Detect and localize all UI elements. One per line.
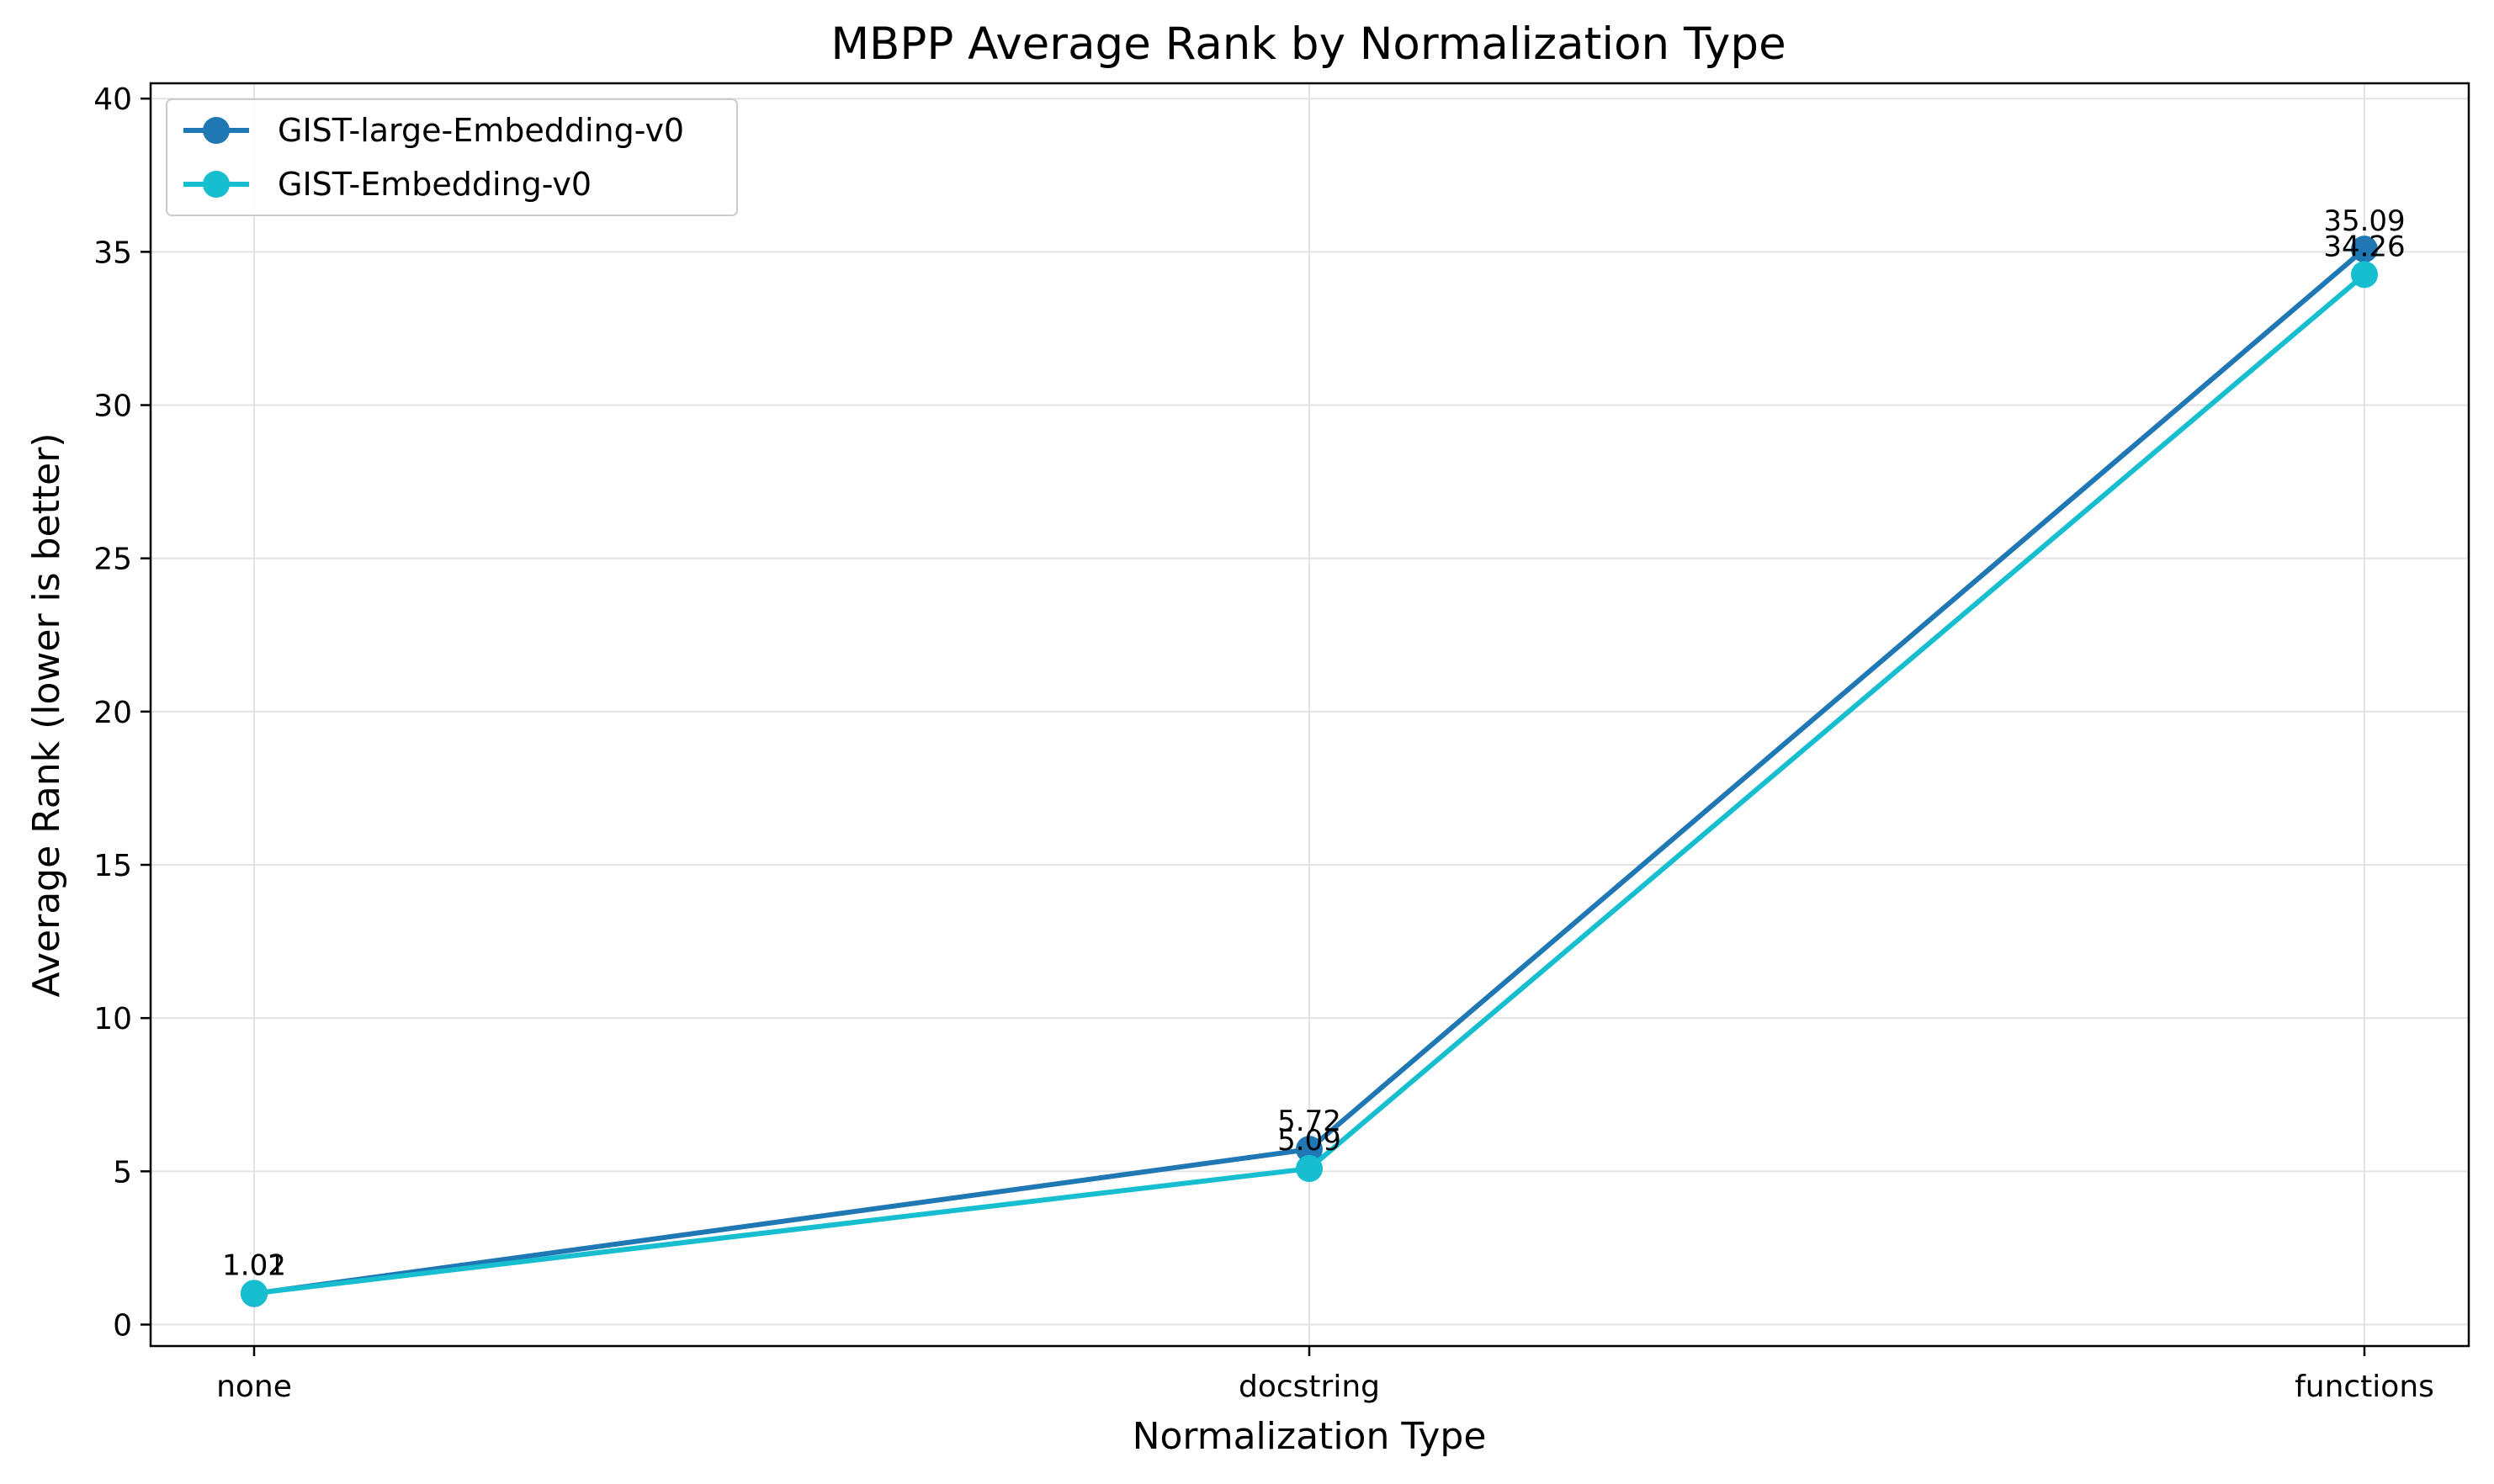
data-label: 5.72 [1277, 1105, 1341, 1138]
legend-label: GIST-large-Embedding-v0 [278, 112, 684, 149]
y-tick-label: 20 [93, 696, 132, 730]
x-tick-label: none [216, 1370, 292, 1404]
x-tick-label: functions [2295, 1370, 2434, 1404]
x-axis-label: Normalization Type [1133, 1415, 1487, 1458]
legend-marker [203, 117, 230, 144]
series-layer: 1.01 5.72 35.09 1.02 5.09 34.26 [222, 204, 2406, 1307]
y-axis-label: Average Rank (lower is better) [25, 433, 68, 998]
y-tick-label: 40 [93, 82, 132, 117]
data-point [2351, 236, 2378, 263]
data-label: 1.02 [222, 1248, 286, 1282]
y-tick-label: 0 [113, 1308, 132, 1343]
legend-box [166, 98, 738, 216]
y-tick-label: 10 [93, 1002, 132, 1036]
data-point [1296, 1155, 1323, 1183]
y-tick-label: 25 [93, 543, 132, 577]
data-label: 5.09 [1277, 1124, 1341, 1158]
grid [151, 83, 2469, 1346]
data-label: 35.09 [2323, 204, 2405, 238]
y-tick-label: 15 [93, 849, 132, 883]
y-tick-label: 30 [93, 390, 132, 424]
data-point [2351, 261, 2378, 289]
chart-title: MBPP Average Rank by Normalization Type [830, 19, 1786, 70]
data-label: 1.01 [222, 1249, 286, 1283]
data-point [241, 1280, 268, 1307]
x-tick-label: docstring [1239, 1370, 1380, 1404]
legend-marker [203, 171, 230, 198]
data-point [1296, 1136, 1323, 1163]
legend: GIST-large-Embedding-v0 GIST-Embedding-v0 [166, 98, 738, 216]
y-tick-label: 5 [113, 1155, 132, 1190]
data-label: 34.26 [2323, 230, 2405, 263]
axes: 0 5 10 15 20 25 30 35 40 none docstring functions [93, 82, 2434, 1404]
y-tick-label: 35 [93, 236, 132, 270]
legend-label: GIST-Embedding-v0 [278, 166, 592, 203]
